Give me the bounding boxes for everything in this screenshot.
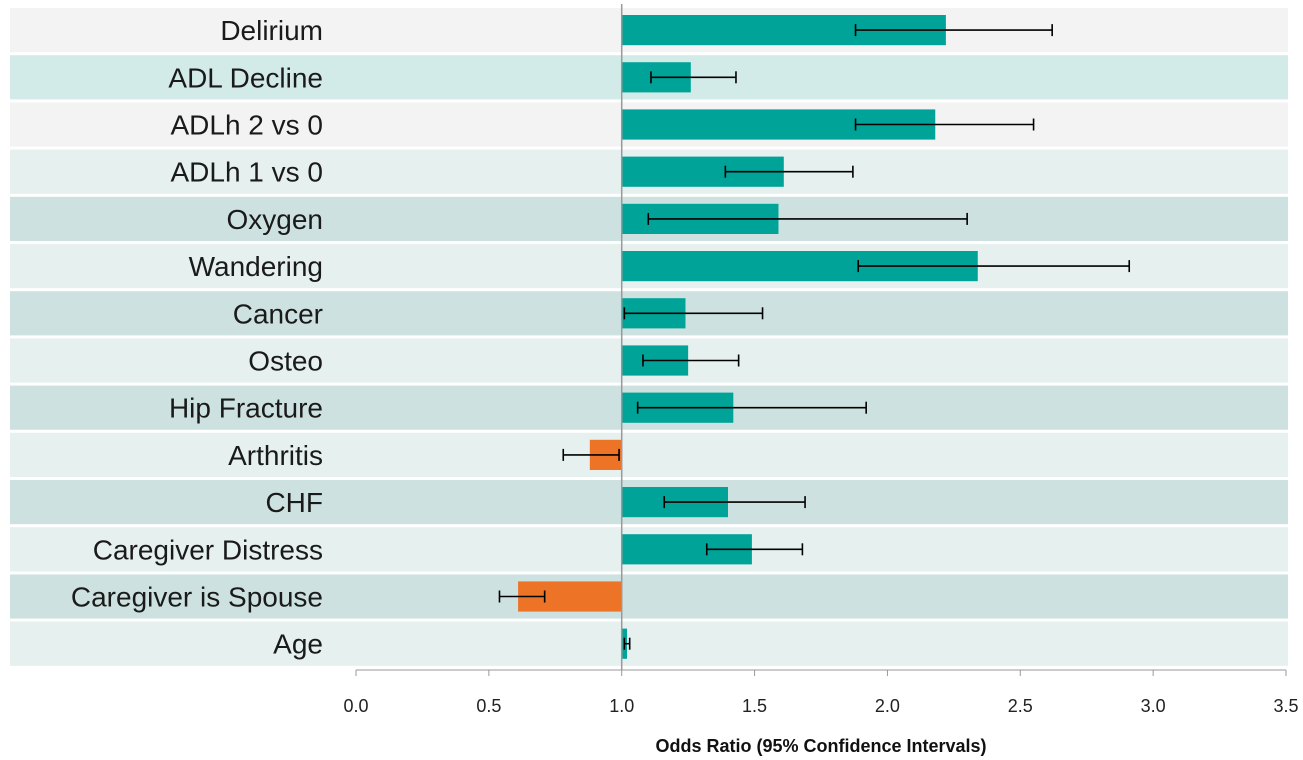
x-tick-label: 2.5: [1008, 696, 1033, 716]
x-tick-label: 1.5: [742, 696, 767, 716]
category-label: CHF: [265, 487, 323, 518]
category-label: ADLh 1 vs 0: [170, 157, 323, 188]
row-bands: [10, 8, 1288, 666]
row-band: [10, 621, 1288, 666]
x-tick-label: 0.0: [343, 696, 368, 716]
row-band: [10, 432, 1288, 477]
category-label: Caregiver is Spouse: [71, 582, 323, 613]
axes: [355, 4, 1287, 676]
category-label: ADL Decline: [168, 62, 323, 93]
category-label: Hip Fracture: [169, 393, 323, 424]
x-tick-label: 0.5: [476, 696, 501, 716]
category-label: Arthritis: [228, 440, 323, 471]
error-bars: [498, 24, 1131, 650]
category-label: Osteo: [248, 346, 323, 377]
category-label: Cancer: [233, 298, 323, 329]
x-tick-label: 3.0: [1141, 696, 1166, 716]
x-tick-label: 1.0: [609, 696, 634, 716]
category-label: ADLh 2 vs 0: [170, 110, 323, 141]
row-band: [10, 574, 1288, 619]
x-axis-title: Odds Ratio (95% Confidence Intervals): [655, 736, 986, 756]
category-label: Age: [273, 629, 323, 660]
category-label: Oxygen: [227, 204, 324, 235]
x-tick-label: 3.5: [1273, 696, 1298, 716]
tick-labels: 0.0 0.5 1.0 1.5 2.0 2.5 3.0 3.5: [343, 696, 1298, 716]
category-labels: Delirium ADL Decline ADLh 2 vs 0 ADLh 1 vs …: [71, 15, 323, 660]
category-label: Caregiver Distress: [93, 534, 323, 565]
category-label: Wandering: [189, 251, 323, 282]
x-tick-label: 2.0: [875, 696, 900, 716]
category-label: Delirium: [220, 15, 323, 46]
